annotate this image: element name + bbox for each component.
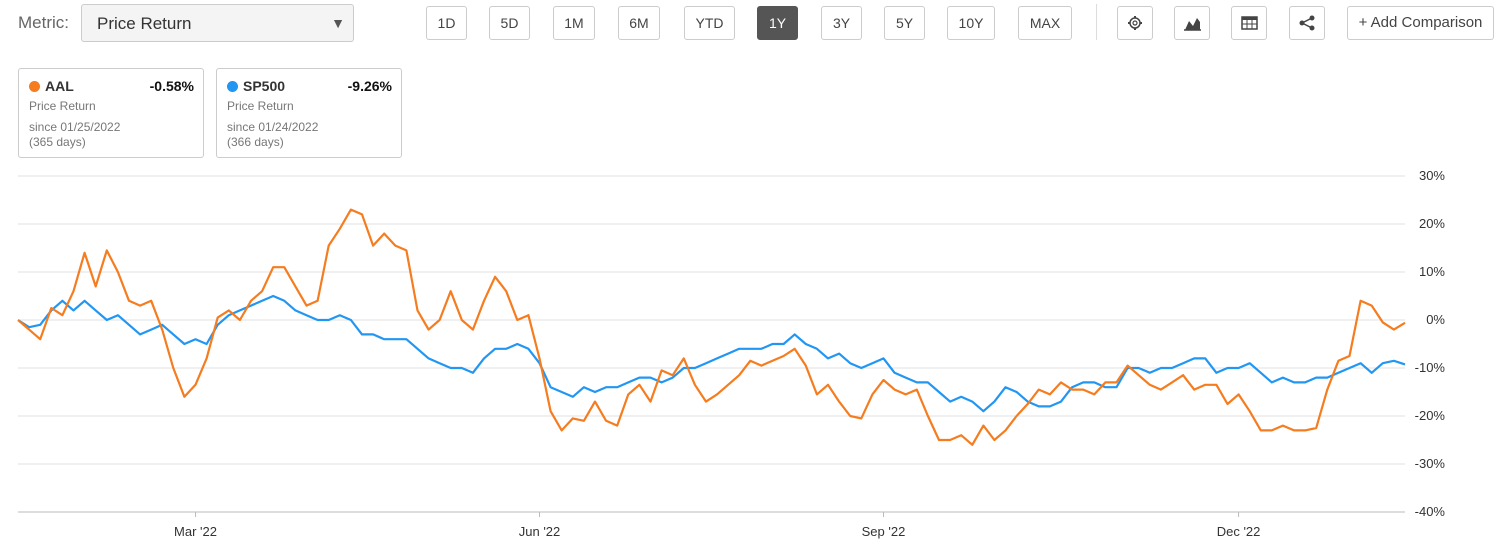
- y-tick-label: -40%: [1415, 504, 1446, 519]
- x-tick-label: Mar '22: [174, 524, 217, 539]
- x-tick-label: Jun '22: [519, 524, 561, 539]
- metric-label: Metric:: [18, 13, 69, 32]
- settings-button[interactable]: [1117, 6, 1153, 40]
- range-button[interactable]: MAX: [1018, 6, 1072, 40]
- y-tick-label: 0%: [1426, 312, 1445, 327]
- y-tick-label: -20%: [1415, 408, 1446, 423]
- share-button[interactable]: [1289, 6, 1325, 40]
- legend-symbol: AAL: [45, 78, 74, 94]
- range-button[interactable]: 1M: [553, 6, 595, 40]
- legend-card: SP500 -9.26% Price Return since 01/24/2022(…: [216, 68, 402, 158]
- legend-dot: [227, 81, 238, 92]
- legend-change: -9.26%: [347, 78, 392, 94]
- legend-since: since 01/24/2022: [227, 120, 319, 134]
- legend-days: (366 days): [227, 135, 284, 149]
- range-button[interactable]: 5Y: [884, 6, 925, 40]
- legend-metric: Price Return: [227, 99, 294, 113]
- legend-since: since 01/25/2022: [29, 120, 121, 134]
- range-button[interactable]: 3Y: [821, 6, 862, 40]
- y-tick-label: 10%: [1419, 264, 1445, 279]
- range-button[interactable]: 10Y: [947, 6, 995, 40]
- x-tick-label: Dec '22: [1217, 524, 1261, 539]
- chart-type-button[interactable]: [1174, 6, 1210, 40]
- table-button[interactable]: [1231, 6, 1267, 40]
- series-line: [17, 208, 1406, 446]
- legend-dot: [29, 81, 40, 92]
- separator: [1096, 4, 1097, 40]
- chart-icon: [1184, 18, 1201, 31]
- legend-days: (365 days): [29, 135, 86, 149]
- series-line: [17, 294, 1406, 413]
- range-button[interactable]: 5D: [489, 6, 530, 40]
- y-tick-label: -10%: [1415, 360, 1446, 375]
- range-button[interactable]: YTD: [684, 6, 735, 40]
- y-tick-label: -30%: [1415, 456, 1446, 471]
- metric-value: Price Return: [97, 14, 192, 33]
- table-icon: [1241, 16, 1258, 30]
- legend-card: AAL -0.58% Price Return since 01/25/2022 (36…: [18, 68, 204, 158]
- chart: -40% -30% -20% -10% 0% 10% 20% 30% Mar '22 Jun '2…: [17, 168, 1446, 539]
- range-button[interactable]: 6M: [618, 6, 660, 40]
- y-tick-label: 20%: [1419, 216, 1445, 231]
- legend-symbol: SP500: [243, 78, 286, 94]
- add-comparison-button[interactable]: + Add Comparison: [1347, 6, 1494, 40]
- y-tick-label: 30%: [1419, 168, 1445, 183]
- legend-metric: Price Return: [29, 99, 96, 113]
- share-icon: [1299, 15, 1315, 31]
- range-button[interactable]: 1D: [426, 6, 467, 40]
- metric-select[interactable]: Price Return ▼: [81, 4, 354, 42]
- gear-icon: [1128, 16, 1142, 30]
- range-button[interactable]: 1Y: [757, 6, 798, 40]
- x-tick-label: Sep '22: [862, 524, 906, 539]
- dropdown-arrow: ▼: [331, 15, 345, 31]
- legend-change: -0.58%: [149, 78, 194, 94]
